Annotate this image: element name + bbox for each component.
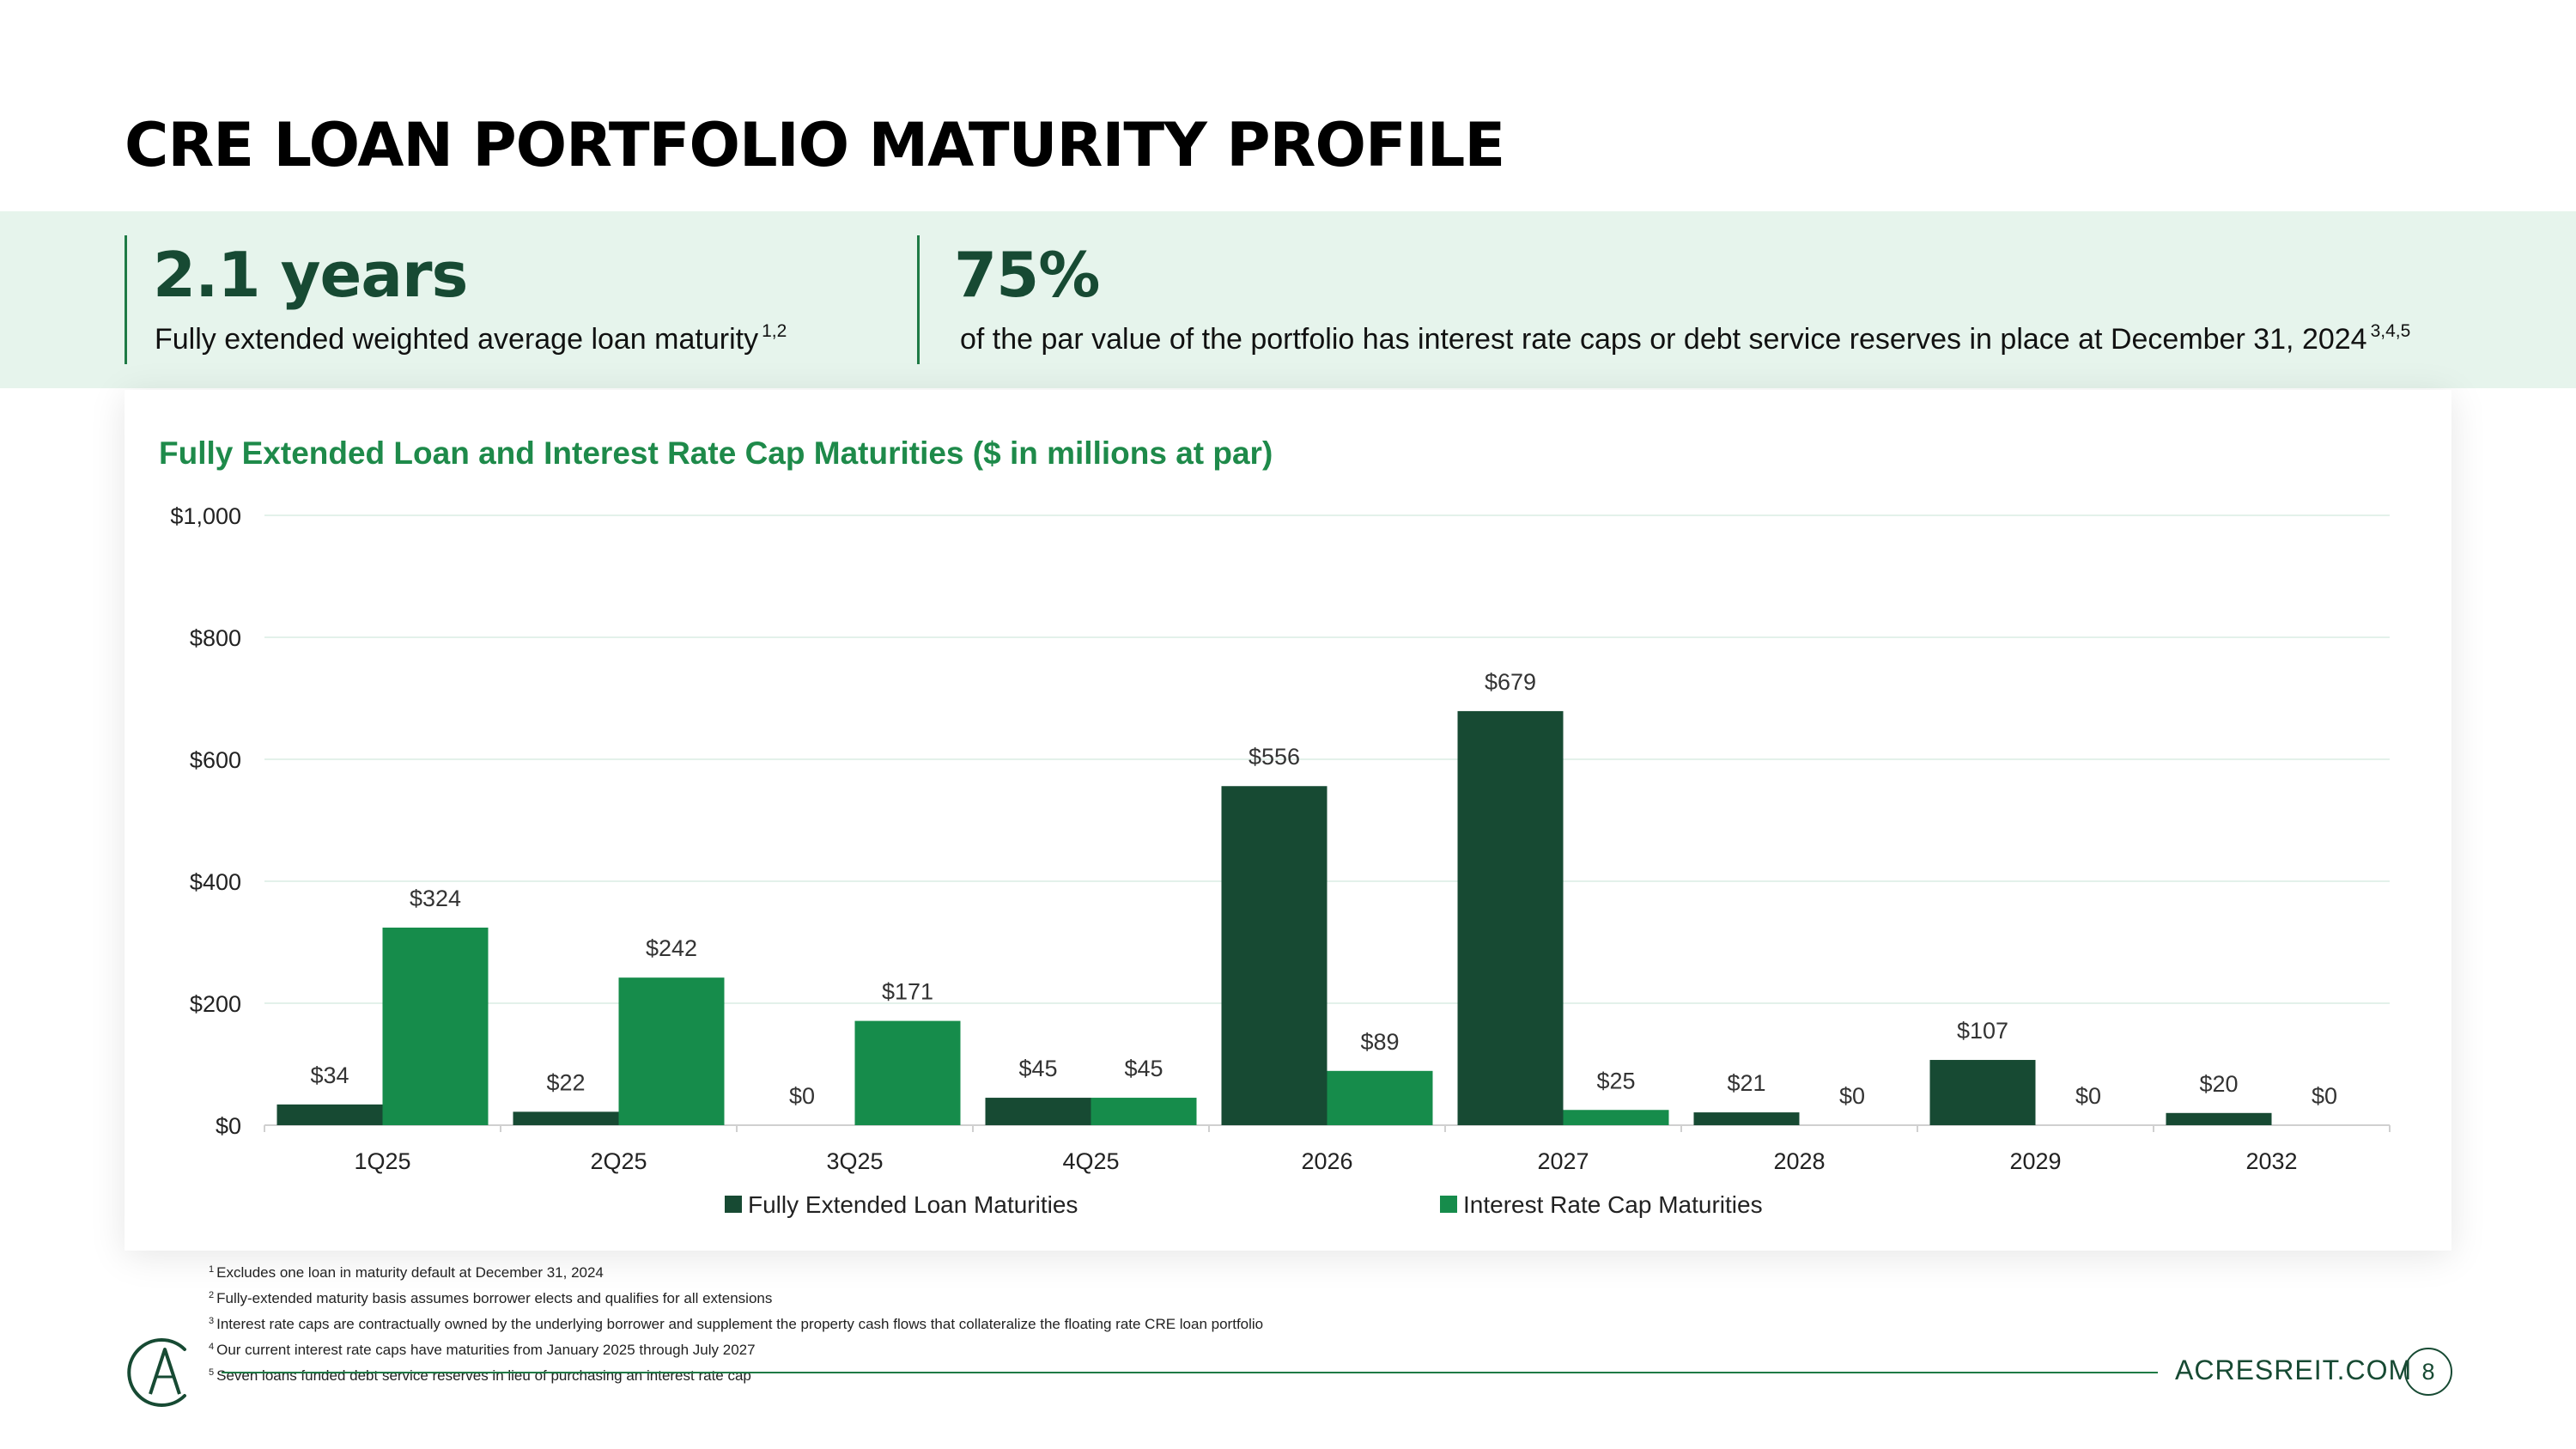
cap-data-label: $324 xyxy=(410,886,461,911)
x-tick-label: 4Q25 xyxy=(1062,1148,1119,1174)
legend-label-cap: Interest Rate Cap Maturities xyxy=(1463,1191,1763,1218)
highlight-maturity-note-ref: 1,2 xyxy=(762,321,787,341)
highlight-maturity-value: 2.1 years xyxy=(153,239,468,311)
highlight-maturity-text: Fully extended weighted average loan mat… xyxy=(155,323,759,356)
footnote: 1 Excludes one loan in maturity default a… xyxy=(209,1264,604,1281)
legend-swatch-cap xyxy=(1440,1196,1457,1213)
loan-bar xyxy=(985,1098,1091,1125)
loan-bar xyxy=(1693,1112,1800,1125)
x-tick-label: 3Q25 xyxy=(826,1148,883,1174)
cap-data-label: $0 xyxy=(2312,1083,2337,1109)
loan-bar xyxy=(276,1104,383,1125)
x-tick-label: 1Q25 xyxy=(354,1148,410,1174)
loan-bar xyxy=(513,1111,619,1125)
y-tick-label: $0 xyxy=(216,1113,241,1139)
legend-label-loan: Fully Extended Loan Maturities xyxy=(748,1191,1078,1218)
cap-bar xyxy=(1091,1098,1197,1125)
loan-data-label: $21 xyxy=(1727,1070,1765,1096)
loan-data-label: $20 xyxy=(2199,1071,2238,1097)
cap-data-label: $242 xyxy=(646,935,697,961)
highlight-rate-caps-label: of the par value of the portfolio has in… xyxy=(960,321,2410,356)
loan-bar xyxy=(1457,710,1564,1125)
x-tick-label: 2029 xyxy=(2009,1148,2061,1174)
loan-bar xyxy=(1929,1060,2036,1125)
cap-data-label: $25 xyxy=(1596,1068,1635,1093)
website-link[interactable]: ACRESREIT.COM xyxy=(2175,1355,2413,1385)
loan-data-label: $556 xyxy=(1249,744,1300,770)
loan-data-label: $34 xyxy=(310,1062,349,1088)
highlight-rate-caps-value: 75% xyxy=(954,239,1100,311)
x-tick-label: 2026 xyxy=(1301,1148,1352,1174)
chart-panel: Fully Extended Loan and Interest Rate Ca… xyxy=(125,390,2451,1251)
highlight-rate-caps: 75% of the par value of the portfolio ha… xyxy=(917,235,2508,364)
loan-bar xyxy=(1221,786,1327,1125)
footnote: 2 Fully-extended maturity basis assumes b… xyxy=(209,1290,773,1306)
cap-data-label: $0 xyxy=(1839,1083,1865,1109)
highlights-band xyxy=(0,211,2576,388)
cap-data-label: $45 xyxy=(1124,1056,1163,1081)
highlight-maturity-label: Fully extended weighted average loan mat… xyxy=(155,321,787,356)
cap-bar xyxy=(1327,1070,1433,1125)
y-tick-label: $800 xyxy=(190,625,241,651)
highlight-rate-caps-text: of the par value of the portfolio has in… xyxy=(960,323,2367,356)
x-tick-label: 2Q25 xyxy=(590,1148,647,1174)
loan-data-label: $45 xyxy=(1018,1056,1057,1081)
cap-bar xyxy=(618,977,725,1125)
footnote: 5 Seven loans funded debt service reserve… xyxy=(209,1367,751,1384)
y-tick-label: $1,000 xyxy=(170,503,241,529)
loan-data-label: $679 xyxy=(1485,669,1536,695)
legend-swatch-loan xyxy=(725,1196,742,1213)
y-tick-label: $200 xyxy=(190,991,241,1017)
footnotes: 1 Excludes one loan in maturity default a… xyxy=(209,1258,1263,1387)
cap-data-label: $171 xyxy=(882,979,933,1005)
footer-divider xyxy=(222,1372,2158,1373)
y-tick-label: $600 xyxy=(190,747,241,773)
highlight-maturity: 2.1 years Fully extended weighted averag… xyxy=(125,235,814,364)
cap-bar xyxy=(854,1020,961,1125)
cap-data-label: $0 xyxy=(2075,1083,2101,1109)
cap-bar xyxy=(382,927,489,1125)
x-tick-label: 2027 xyxy=(1537,1148,1589,1174)
x-tick-label: 2028 xyxy=(1773,1148,1825,1174)
loan-bar xyxy=(2166,1112,2272,1125)
y-tick-label: $400 xyxy=(190,869,241,895)
cap-bar xyxy=(1563,1110,1669,1125)
footnote: 3 Interest rate caps are contractually ow… xyxy=(209,1316,1264,1332)
page-number: 8 xyxy=(2404,1348,2452,1396)
loan-data-label: $22 xyxy=(546,1069,585,1095)
footnote: 4 Our current interest rate caps have mat… xyxy=(209,1342,756,1358)
acres-monogram-logo xyxy=(127,1338,186,1407)
loan-data-label: $0 xyxy=(789,1083,815,1109)
cap-data-label: $89 xyxy=(1360,1029,1399,1055)
highlight-rate-caps-note-ref: 3,4,5 xyxy=(2370,321,2411,341)
loan-data-label: $107 xyxy=(1957,1018,2008,1044)
page-title: CRE LOAN PORTFOLIO MATURITY PROFILE xyxy=(125,110,1505,180)
chart-title: Fully Extended Loan and Interest Rate Ca… xyxy=(159,435,1273,471)
x-tick-label: 2032 xyxy=(2245,1148,2297,1174)
maturity-chart: Fully Extended Loan and Interest Rate Ca… xyxy=(159,435,2391,1218)
